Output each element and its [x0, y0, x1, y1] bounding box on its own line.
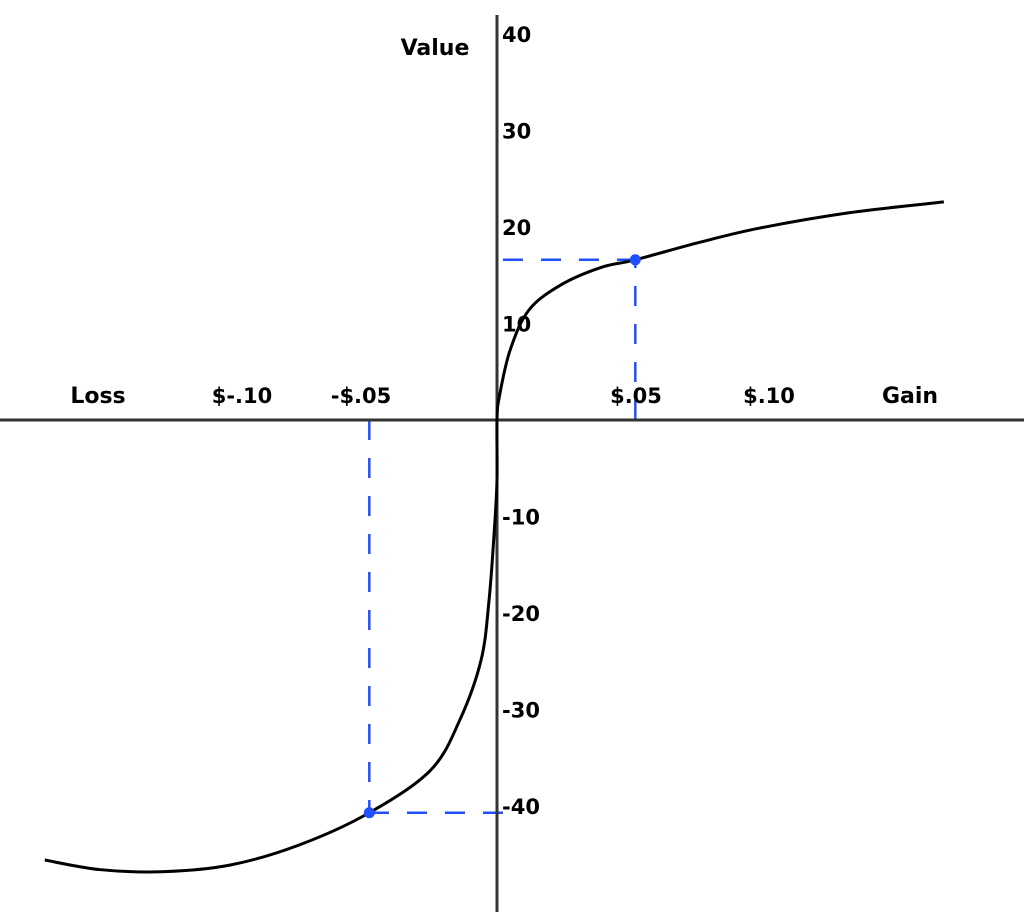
- x-tick-label: $-.10: [212, 384, 273, 408]
- x-axis-label-gain: Gain: [882, 384, 938, 409]
- y-tick-label: 40: [502, 23, 531, 47]
- x-tick-label: -$.05: [331, 384, 392, 408]
- y-tick-label: -20: [502, 602, 540, 626]
- y-tick-label: 10: [502, 313, 531, 337]
- x-tick-label: $.05: [610, 384, 662, 408]
- value-curve: [44, 200, 945, 874]
- y-tick-label: 30: [502, 120, 531, 144]
- y-tick-label: -30: [502, 699, 540, 723]
- x-tick-label: $.10: [743, 384, 795, 408]
- y-tick-label: 20: [502, 216, 531, 240]
- y-tick-label: -10: [502, 506, 540, 530]
- highlight-point-0: [629, 254, 641, 266]
- highlight-point-1: [363, 807, 375, 819]
- y-tick-label: -40: [502, 795, 540, 819]
- x-axis-label-loss: Loss: [70, 384, 125, 409]
- y-axis-label: Value: [401, 36, 470, 61]
